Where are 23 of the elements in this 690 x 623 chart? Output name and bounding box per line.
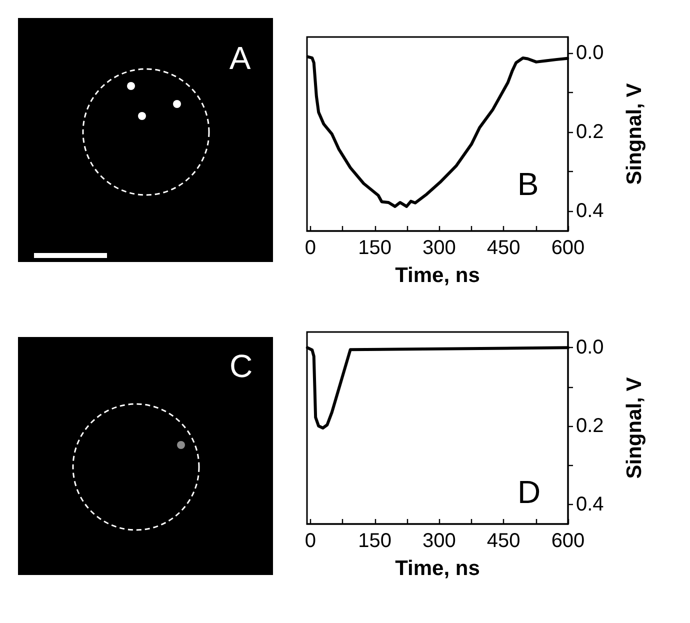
x-tick-label: 450 bbox=[486, 237, 520, 259]
x-axis-title: Time, ns bbox=[395, 557, 480, 580]
y-axis-title: Singnal, V bbox=[623, 83, 646, 185]
y-tick-label: 0.0 bbox=[576, 42, 604, 64]
x-axis-title: Time, ns bbox=[395, 264, 480, 287]
x-tick-label: 150 bbox=[358, 530, 392, 552]
x-tick-label: 150 bbox=[358, 237, 392, 259]
annotation: B bbox=[517, 166, 539, 202]
y-tick-label: 0.2 bbox=[576, 415, 604, 438]
text: C bbox=[229, 348, 253, 384]
x-tick-label: 450 bbox=[486, 530, 520, 552]
x-tick-label: 0 bbox=[304, 237, 316, 259]
y-tick-label: 0.0 bbox=[576, 336, 604, 359]
y-tick-label: 0.4 bbox=[576, 200, 604, 222]
annotation: D bbox=[517, 474, 541, 510]
y-tick-label: 0.4 bbox=[576, 493, 604, 516]
x-tick-label: 600 bbox=[551, 530, 585, 552]
x-tick-label: 600 bbox=[551, 237, 585, 259]
y-tick-label: 0.2 bbox=[576, 121, 604, 144]
x-tick-label: 300 bbox=[422, 530, 456, 552]
x-tick-label: 300 bbox=[422, 237, 456, 259]
x-tick-label: 0 bbox=[304, 530, 316, 552]
y-axis-title: Singnal, V bbox=[623, 377, 646, 479]
